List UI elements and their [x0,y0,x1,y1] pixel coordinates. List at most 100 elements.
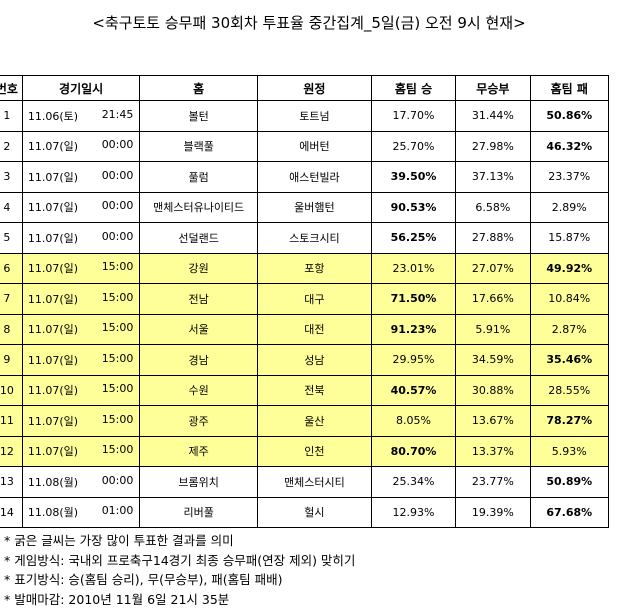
away-cell: 애스턴빌라 [256,161,372,193]
number-cell: 6 [0,252,23,284]
away-cell: 대전 [256,313,372,345]
date: 11.06(토) [27,109,79,123]
percent-cell: 23.01% [370,252,457,284]
date: 11.08(월) [27,506,79,520]
title: <축구토토 승무패 30회차 투표율 중간집계_5일(금) 오전 9시 현재> [92,14,526,32]
home-cell: 풀럼 [139,161,258,193]
number-cell: 3 [0,161,23,193]
away-cell: 울버햄턴 [256,191,372,223]
note: * 게임방식: 국내외 프로축구14경기 최종 승무패(연장 제외) 맞히기 [4,552,356,568]
row: 12 11.07(일) 15:00 제주 인천 80.70% 13.37% 5.93% [0,435,610,467]
away-cell: 포항 [256,252,372,284]
away-cell: 전북 [256,374,372,406]
number-cell: 5 [0,222,23,254]
number-cell: 9 [0,344,23,376]
time: 00:00 [101,168,134,182]
row: 5 11.07(일) 00:00 선덜랜드 스토크시티 56.25% 27.88% 15.87… [0,222,610,254]
datetime: 11.07(일) 15:00 [23,443,139,459]
row: 14 11.08(월) 01:00 리버풀 헐시 12.93% 19.39% 67.68% [0,496,610,528]
percent-cell: 12.93% [370,496,457,528]
header-cell: 경기일시 [21,75,141,101]
time: 15:00 [101,260,134,274]
date: 11.07(일) [27,323,79,337]
time: 15:00 [101,443,134,457]
notes: * 굵은 글씨는 가장 많이 투표한 결과를 의미 * 게임방식: 국내외 프로축… [4,531,355,609]
time: 15:00 [101,321,134,335]
row: 1 11.06(토) 21:45 볼턴 토트넘 17.70% 31.44% 50.86% [0,100,610,132]
percent-cell: 67.68% [529,496,610,528]
percent-cell: 25.34% [370,466,457,498]
datetime-cell: 11.07(일) 15:00 [21,405,141,437]
away-cell: 토트넘 [256,100,372,132]
date: 11.07(일) [27,414,79,428]
percent-cell: 17.70% [370,100,457,132]
row: 11 11.07(일) 15:00 광주 울산 8.05% 13.67% 78.27% [0,405,610,437]
percent-cell: 8.05% [370,405,457,437]
datetime-cell: 11.07(일) 15:00 [21,435,141,467]
number-cell: 7 [0,283,23,315]
date: 11.08(월) [27,475,79,489]
number-cell: 8 [0,313,23,345]
date: 11.07(일) [27,231,79,245]
datetime: 11.06(토) 21:45 [23,107,139,124]
datetime: 11.07(일) 15:00 [23,352,139,368]
header-cell: 홈팀 승 [370,75,457,101]
header-cell: 홈 [139,75,258,101]
time: 15:00 [101,412,134,426]
datetime: 11.07(일) 15:00 [23,260,139,276]
home-cell: 선덜랜드 [139,222,258,254]
date: 11.07(일) [27,170,79,184]
percent-cell: 40.57% [370,374,457,406]
datetime: 11.07(일) 00:00 [23,199,139,215]
time: 01:00 [101,504,134,518]
percent-cell: 2.87% [529,313,610,345]
percent-cell: 50.86% [529,100,610,132]
row: 4 11.07(일) 00:00 맨체스터유나이티드 울버햄턴 90.53% 6.58% 2.… [0,191,610,223]
row: 8 11.07(일) 15:00 서울 대전 91.23% 5.91% 2.87% [0,313,610,345]
datetime: 11.07(일) 00:00 [23,138,139,154]
number-cell: 14 [0,496,23,528]
datetime-cell: 11.07(일) 00:00 [21,161,141,193]
away-cell: 인천 [256,435,372,467]
percent-cell: 78.27% [529,405,610,437]
percent-cell: 37.13% [455,161,531,193]
number-cell: 12 [0,435,23,467]
percent-cell: 10.84% [529,283,610,315]
time: 15:00 [101,290,134,304]
percent-cell: 6.58% [455,191,531,223]
time: 21:45 [101,107,134,121]
row: 3 11.07(일) 00:00 풀럼 애스턴빌라 39.50% 37.13% 23.37% [0,161,610,193]
number-cell: 13 [0,466,23,498]
time: 00:00 [101,473,134,487]
percent-cell: 29.95% [370,344,457,376]
percent-cell: 71.50% [370,283,457,315]
percent-cell: 15.87% [529,222,610,254]
percent-cell: 49.92% [529,252,610,284]
date: 11.07(일) [27,140,79,154]
datetime-cell: 11.07(일) 15:00 [21,313,141,345]
date: 11.07(일) [27,292,79,306]
number-cell: 1 [0,100,23,132]
datetime: 11.07(일) 15:00 [23,290,139,307]
note: * 표기방식: 승(홈팀 승리), 무(무승부), 패(홈팀 패배) [4,572,283,587]
row: 2 11.07(일) 00:00 블랙풀 에버턴 25.70% 27.98% 46.32% [0,130,610,162]
header-cell: 번호 [0,75,23,101]
percent-cell: 80.70% [370,435,457,467]
away-cell: 맨체스터시티 [256,466,372,498]
datetime-cell: 11.07(일) 15:00 [21,374,141,406]
home-cell: 맨체스터유나이티드 [139,191,258,223]
away-cell: 에버턴 [256,130,372,162]
datetime-cell: 11.06(토) 21:45 [21,100,141,132]
datetime-cell: 11.07(일) 00:00 [21,222,141,254]
datetime-cell: 11.07(일) 15:00 [21,252,141,284]
date: 11.07(일) [27,445,79,459]
home-cell: 광주 [139,405,258,437]
datetime: 11.07(일) 15:00 [23,412,139,429]
home-cell: 전남 [139,283,258,315]
percent-cell: 25.70% [370,130,457,162]
time: 15:00 [101,382,134,396]
percent-cell: 30.88% [455,374,531,406]
datetime: 11.08(월) 01:00 [23,504,139,520]
